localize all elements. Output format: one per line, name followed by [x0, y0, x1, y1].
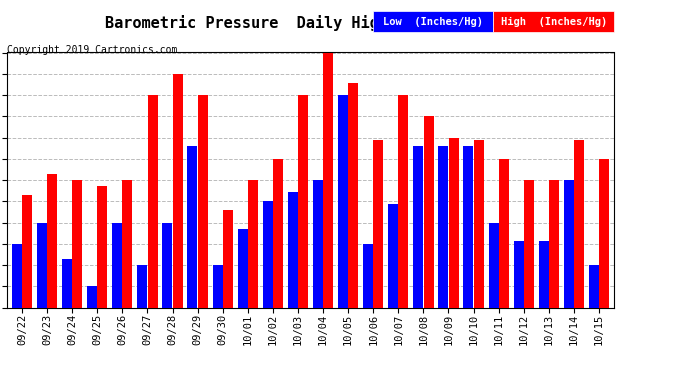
Bar	[97, 186, 108, 308]
Bar	[313, 180, 323, 308]
Text: Barometric Pressure  Daily High/Low  20191016: Barometric Pressure Daily High/Low 20191…	[105, 15, 516, 31]
Bar	[288, 192, 298, 308]
Bar	[424, 116, 433, 308]
Bar	[198, 95, 208, 308]
Bar	[87, 286, 97, 308]
Bar	[464, 146, 473, 308]
Bar	[348, 83, 358, 308]
Bar	[22, 195, 32, 308]
Bar	[338, 95, 348, 308]
Bar	[298, 95, 308, 308]
Text: Low  (Inches/Hg): Low (Inches/Hg)	[383, 16, 483, 27]
Bar	[438, 146, 449, 308]
Bar	[373, 140, 384, 308]
Bar	[223, 210, 233, 308]
Bar	[248, 180, 258, 308]
Bar	[263, 201, 273, 308]
Bar	[47, 174, 57, 308]
Bar	[448, 138, 459, 308]
Bar	[363, 244, 373, 308]
Bar	[112, 223, 122, 308]
Bar	[589, 265, 599, 308]
Bar	[62, 259, 72, 308]
Bar	[499, 159, 509, 308]
Bar	[489, 223, 499, 308]
Bar	[413, 146, 423, 308]
Bar	[162, 223, 172, 308]
Bar	[564, 180, 574, 308]
Bar	[398, 95, 408, 308]
Bar	[37, 223, 47, 308]
Bar	[172, 74, 183, 308]
Bar	[137, 265, 147, 308]
Bar	[474, 140, 484, 308]
Bar	[122, 180, 132, 308]
Bar	[188, 146, 197, 308]
Text: High  (Inches/Hg): High (Inches/Hg)	[501, 16, 607, 27]
Bar	[237, 229, 248, 308]
Bar	[148, 95, 157, 308]
Bar	[388, 204, 398, 308]
Bar	[574, 140, 584, 308]
Bar	[72, 180, 82, 308]
Bar	[213, 265, 223, 308]
Bar	[599, 159, 609, 308]
Bar	[524, 180, 534, 308]
Bar	[12, 244, 22, 308]
Bar	[323, 53, 333, 308]
Bar	[539, 241, 549, 308]
Bar	[513, 241, 524, 308]
Bar	[549, 180, 559, 308]
Text: Copyright 2019 Cartronics.com: Copyright 2019 Cartronics.com	[7, 45, 177, 55]
Bar	[273, 159, 283, 308]
